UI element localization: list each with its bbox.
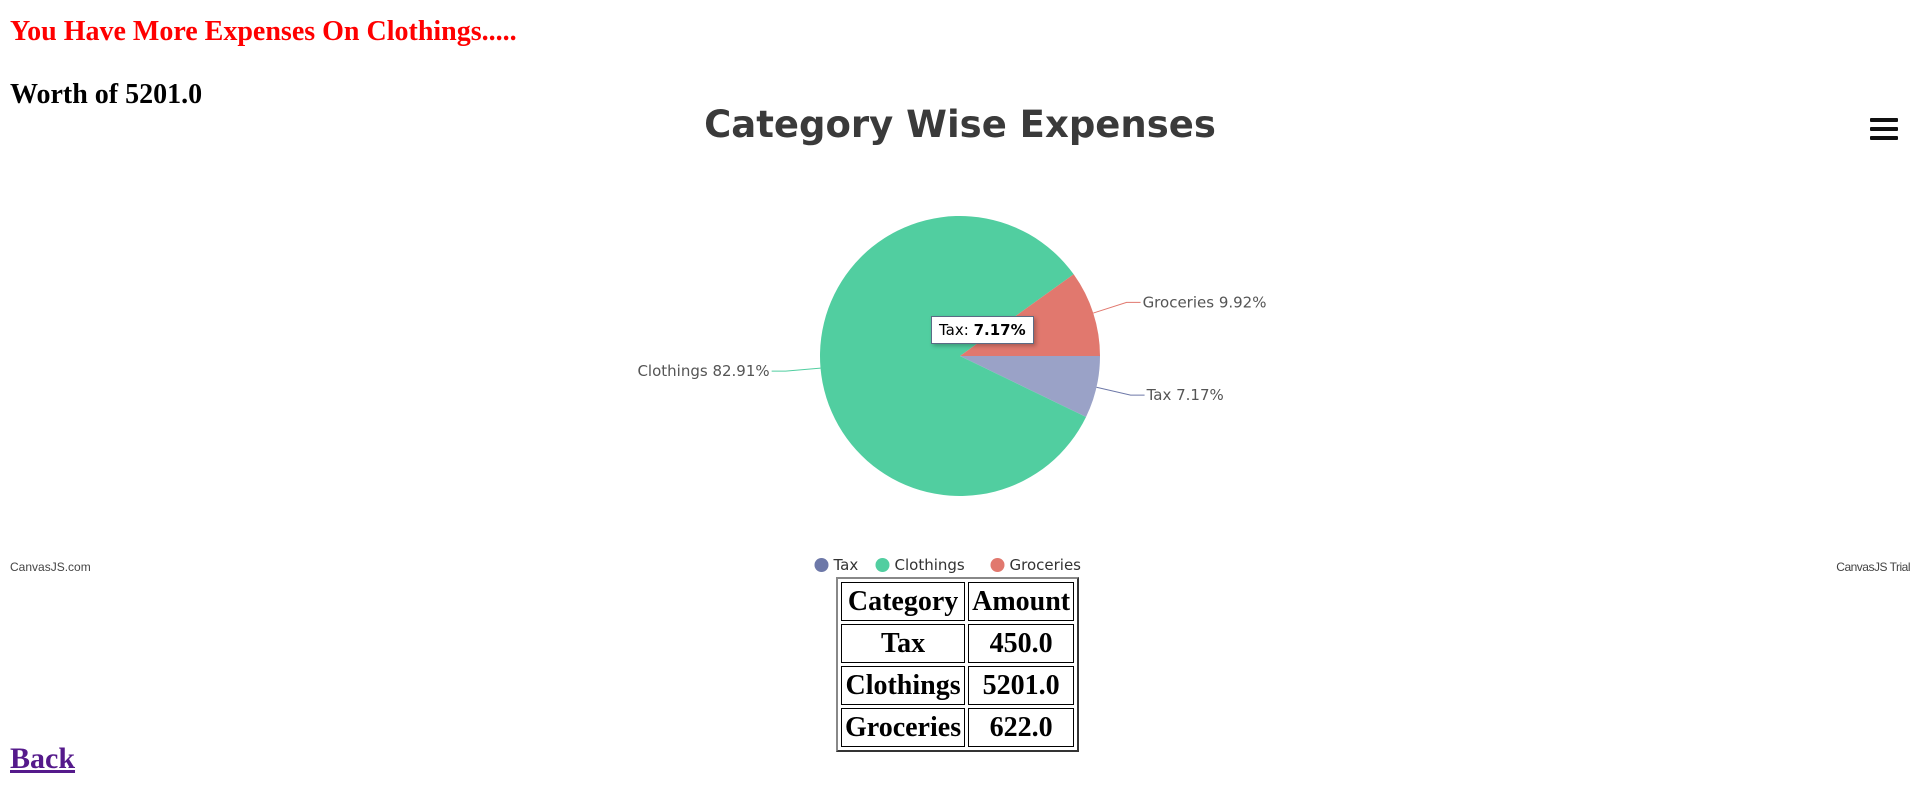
- legend-item-clothings[interactable]: Clothings: [875, 556, 965, 574]
- pie-chart: Category Wise Expenses Tax 7.17% Clothing…: [637, 103, 1267, 574]
- legend-item-groceries[interactable]: Groceries: [990, 556, 1082, 574]
- legend-item-tax[interactable]: Tax: [814, 556, 859, 574]
- pie-label-line-clothings: [771, 367, 821, 372]
- expenses-table: Category Amount Tax 450.0 Clothings 5201…: [836, 577, 1080, 752]
- legend-label-clothings: Clothings: [895, 556, 965, 574]
- legend-label-tax: Tax: [833, 556, 859, 574]
- tooltip-value: 7.17%: [973, 321, 1026, 339]
- back-link[interactable]: Back: [10, 742, 76, 775]
- canvasjs-credit[interactable]: CanvasJS.com: [10, 560, 91, 574]
- pie-label-clothings: Clothings 82.91%: [637, 362, 769, 380]
- legend-marker-clothings: [875, 558, 890, 572]
- pie-slice-clothings[interactable]: [820, 216, 1087, 497]
- table-header-amount: Amount: [968, 582, 1075, 621]
- table-cell-amount: 622.0: [968, 708, 1075, 747]
- table-row: Groceries 622.0: [841, 708, 1075, 747]
- table-header-category: Category: [841, 582, 966, 621]
- legend-label-groceries: Groceries: [1010, 556, 1082, 574]
- pie-label-line-tax: [1096, 386, 1145, 396]
- canvasjs-trial-credit: CanvasJS Trial: [1836, 560, 1910, 574]
- worth-amount: Worth of 5201.0: [10, 79, 203, 110]
- chart-title: Category Wise Expenses: [704, 103, 1216, 146]
- chart-menu-icon[interactable]: [1870, 118, 1898, 144]
- pie-slice-tax[interactable]: [960, 356, 1100, 417]
- legend-marker-tax: [814, 558, 829, 572]
- headline: You Have More Expenses On Clothings.....: [10, 16, 517, 47]
- table-cell-category: Tax: [841, 624, 966, 663]
- legend-marker-groceries: [990, 558, 1005, 572]
- table-cell-category: Groceries: [841, 708, 966, 747]
- table-cell-category: Clothings: [841, 666, 966, 705]
- table-row: Clothings 5201.0: [841, 666, 1075, 705]
- table-header-row: Category Amount: [841, 582, 1075, 621]
- tooltip-label: Tax:: [939, 321, 969, 339]
- table-cell-amount: 450.0: [968, 624, 1075, 663]
- table-row: Tax 450.0: [841, 624, 1075, 663]
- table-cell-amount: 5201.0: [968, 666, 1075, 705]
- pie-label-tax: Tax 7.17%: [1146, 386, 1224, 404]
- pie-label-line-groceries: [1093, 301, 1141, 314]
- pie-label-groceries: Groceries 9.92%: [1143, 293, 1267, 311]
- chart-tooltip: Tax: 7.17%: [931, 316, 1034, 344]
